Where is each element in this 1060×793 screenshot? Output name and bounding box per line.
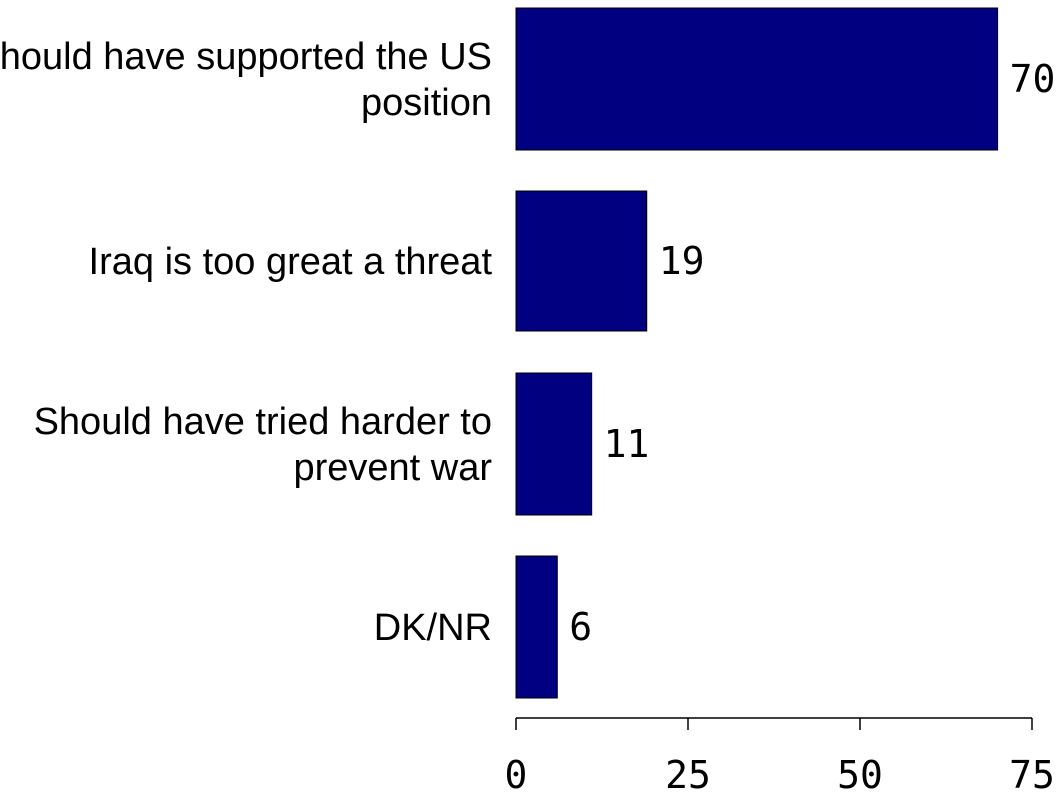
x-tick-label: 25 [665, 753, 711, 793]
category-label-line: DK/NR [374, 607, 492, 649]
category-labels: Should have supported the US position Iraq… [0, 36, 492, 649]
value-labels: 70 19 11 6 [569, 57, 1055, 649]
category-label: Should have supported the US position [0, 36, 492, 124]
category-label-line: Should have supported the US [0, 36, 492, 78]
bar-value-label: 6 [569, 605, 592, 649]
bar [515, 555, 558, 699]
category-label-line: Iraq is too great a threat [89, 241, 493, 283]
bar [515, 372, 593, 516]
bar-value-label: 11 [604, 422, 650, 466]
category-label-line: prevent war [293, 447, 492, 489]
category-label: Iraq is too great a threat [89, 241, 493, 283]
bar-value-label: 19 [659, 239, 705, 283]
bar-value-label: 70 [1010, 57, 1056, 101]
bar [515, 190, 648, 332]
x-tick-label: 0 [505, 753, 528, 793]
category-label-line: position [361, 82, 492, 124]
x-tick-label: 50 [837, 753, 883, 793]
x-tick-label: 75 [1009, 753, 1055, 793]
category-label: DK/NR [374, 607, 492, 649]
bars-layer [515, 7, 999, 699]
x-axis: 0 25 50 75 [505, 717, 1055, 793]
category-label: Should have tried harder to prevent war [34, 401, 493, 489]
category-label-line: Should have tried harder to [34, 401, 492, 443]
bar [515, 7, 999, 151]
